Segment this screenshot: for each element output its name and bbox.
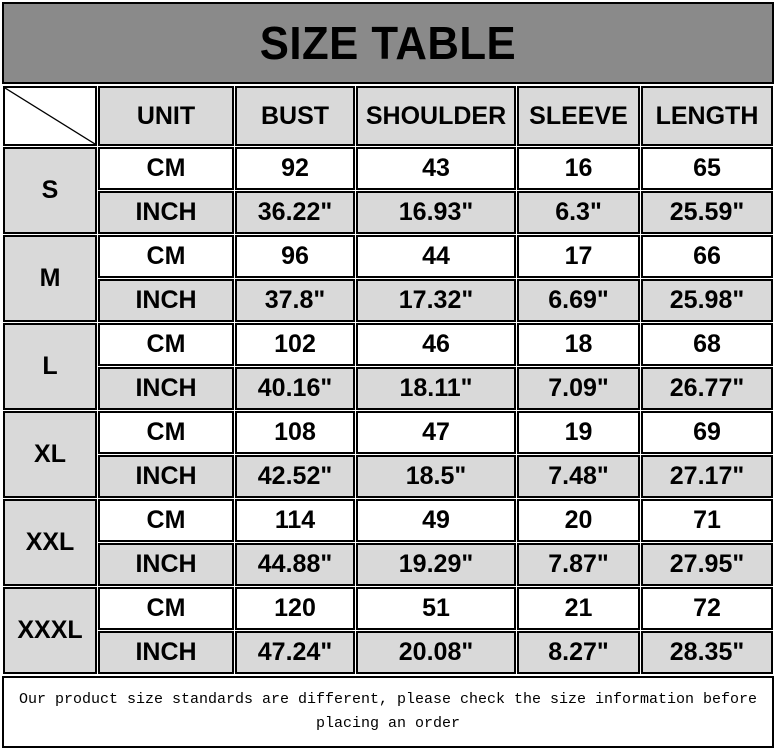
measurement-value: 114 — [235, 499, 355, 542]
table-row-l-cm: L CM 102 46 18 68 — [3, 323, 773, 410]
column-header-length: LENGTH — [641, 86, 773, 146]
measurement-value: 17.32" — [356, 279, 516, 322]
measurement-value: 7.87" — [517, 543, 640, 586]
column-header-shoulder: SHOULDER — [356, 86, 516, 146]
measurement-value: 18 — [517, 323, 640, 366]
measurement-value: 43 — [356, 147, 516, 190]
size-label-s: S — [3, 147, 97, 234]
measurement-value: 19.29" — [356, 543, 516, 586]
measurement-value: 25.98" — [641, 279, 773, 322]
measurement-value: 49 — [356, 499, 516, 542]
measurement-value: 36.22" — [235, 191, 355, 234]
unit-label: CM — [98, 499, 234, 542]
measurement-value: 44 — [356, 235, 516, 278]
measurement-value: 27.17" — [641, 455, 773, 498]
measurement-value: 20 — [517, 499, 640, 542]
footer-note: Our product size standards are different… — [18, 691, 758, 732]
measurement-value: 18.5" — [356, 455, 516, 498]
measurement-value: 17 — [517, 235, 640, 278]
measurement-value: 108 — [235, 411, 355, 454]
measurement-value: 47.24" — [235, 631, 355, 674]
measurement-value: 96 — [235, 235, 355, 278]
table-row-xxxl-cm: XXXL CM 120 51 21 72 — [3, 587, 773, 674]
measurement-value: 92 — [235, 147, 355, 190]
measurement-value: 7.48" — [517, 455, 640, 498]
size-table: UNIT BUST SHOULDER SLEEVE LENGTH S CM 92… — [2, 85, 774, 675]
measurement-value: 19 — [517, 411, 640, 454]
measurement-value: 27.95" — [641, 543, 773, 586]
measurement-value: 21 — [517, 587, 640, 630]
size-label-l: L — [3, 323, 97, 410]
size-label-m: M — [3, 235, 97, 322]
measurement-value: 40.16" — [235, 367, 355, 410]
measurement-value: 28.35" — [641, 631, 773, 674]
unit-label: INCH — [98, 367, 234, 410]
table-row-xxxl-inch: INCH 47.24" 20.08" 8.27" 28.35" — [3, 631, 773, 674]
unit-label: INCH — [98, 631, 234, 674]
diagonal-cell — [3, 86, 97, 146]
measurement-value: 20.08" — [356, 631, 516, 674]
measurement-value: 65 — [641, 147, 773, 190]
table-row-xxl-inch: INCH 44.88" 19.29" 7.87" 27.95" — [3, 543, 773, 586]
column-header-bust: BUST — [235, 86, 355, 146]
measurement-value: 8.27" — [517, 631, 640, 674]
measurement-value: 6.69" — [517, 279, 640, 322]
measurement-value: 51 — [356, 587, 516, 630]
measurement-value: 72 — [641, 587, 773, 630]
unit-label: CM — [98, 323, 234, 366]
measurement-value: 26.77" — [641, 367, 773, 410]
measurement-value: 16 — [517, 147, 640, 190]
table-row-m-inch: INCH 37.8" 17.32" 6.69" 25.98" — [3, 279, 773, 322]
unit-label: CM — [98, 411, 234, 454]
column-header-sleeve: SLEEVE — [517, 86, 640, 146]
measurement-value: 102 — [235, 323, 355, 366]
diagonal-line-icon — [5, 88, 95, 144]
table-row-s-cm: S CM 92 43 16 65 — [3, 147, 773, 234]
unit-label: INCH — [98, 543, 234, 586]
unit-label: CM — [98, 147, 234, 190]
measurement-value: 25.59" — [641, 191, 773, 234]
measurement-value: 37.8" — [235, 279, 355, 322]
column-header-unit: UNIT — [98, 86, 234, 146]
size-label-xxl: XXL — [3, 499, 97, 586]
table-row-xxl-cm: XXL CM 114 49 20 71 — [3, 499, 773, 586]
table-row-s-inch: INCH 36.22" 16.93" 6.3" 25.59" — [3, 191, 773, 234]
title-bar: SIZE TABLE — [2, 2, 774, 84]
measurement-value: 120 — [235, 587, 355, 630]
unit-label: INCH — [98, 279, 234, 322]
size-label-xl: XL — [3, 411, 97, 498]
measurement-value: 66 — [641, 235, 773, 278]
measurement-value: 7.09" — [517, 367, 640, 410]
measurement-value: 18.11" — [356, 367, 516, 410]
measurement-value: 16.93" — [356, 191, 516, 234]
table-row-xl-inch: INCH 42.52" 18.5" 7.48" 27.17" — [3, 455, 773, 498]
unit-label: INCH — [98, 191, 234, 234]
unit-label: CM — [98, 235, 234, 278]
size-label-xxxl: XXXL — [3, 587, 97, 674]
unit-label: INCH — [98, 455, 234, 498]
unit-label: CM — [98, 587, 234, 630]
measurement-value: 42.52" — [235, 455, 355, 498]
measurement-value: 69 — [641, 411, 773, 454]
measurement-value: 68 — [641, 323, 773, 366]
table-row-m-cm: M CM 96 44 17 66 — [3, 235, 773, 322]
measurement-value: 47 — [356, 411, 516, 454]
measurement-value: 44.88" — [235, 543, 355, 586]
table-row-xl-cm: XL CM 108 47 19 69 — [3, 411, 773, 498]
measurement-value: 46 — [356, 323, 516, 366]
page-title: SIZE TABLE — [259, 17, 517, 69]
table-row-l-inch: INCH 40.16" 18.11" 7.09" 26.77" — [3, 367, 773, 410]
header-row: UNIT BUST SHOULDER SLEEVE LENGTH — [3, 86, 773, 146]
measurement-value: 71 — [641, 499, 773, 542]
footer-note-box: Our product size standards are different… — [2, 676, 774, 748]
measurement-value: 6.3" — [517, 191, 640, 234]
